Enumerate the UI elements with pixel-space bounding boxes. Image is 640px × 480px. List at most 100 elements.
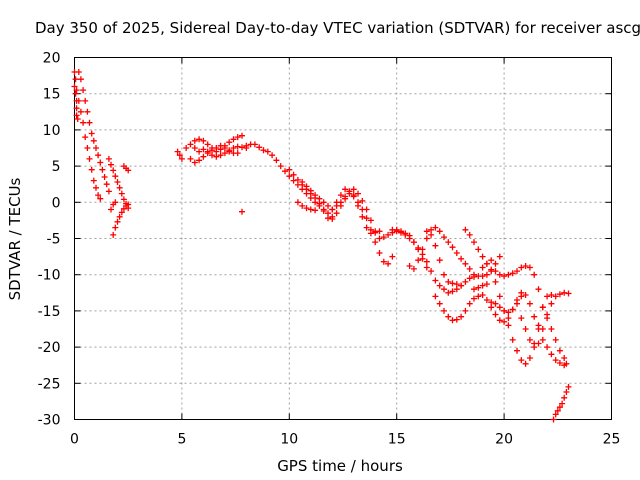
- data-point: [453, 281, 460, 288]
- data-point: [501, 273, 508, 280]
- data-point: [445, 289, 452, 296]
- data-point: [441, 234, 447, 241]
- data-point: [325, 202, 331, 209]
- data-point: [518, 293, 525, 300]
- series-trace-w: [471, 281, 490, 293]
- data-point: [342, 186, 349, 193]
- series-trace-j: [191, 143, 250, 160]
- data-point: [471, 273, 477, 280]
- data-point: [432, 293, 439, 300]
- data-point: [221, 150, 228, 157]
- data-point: [449, 244, 456, 251]
- series-trace-c: [75, 69, 112, 195]
- data-point: [95, 192, 102, 199]
- data-point: [226, 139, 233, 146]
- data-point: [333, 199, 340, 206]
- data-point: [72, 76, 79, 83]
- data-point: [445, 239, 452, 246]
- data-point: [488, 304, 495, 311]
- data-point: [88, 166, 95, 173]
- data-point: [522, 326, 529, 332]
- y-tick-label: 5: [52, 159, 61, 175]
- data-point: [559, 400, 566, 407]
- data-point: [466, 231, 473, 238]
- data-point: [286, 173, 293, 180]
- series-trace-d: [105, 155, 132, 212]
- data-point: [531, 313, 538, 320]
- y-tick-label: 10: [43, 123, 61, 139]
- data-point: [72, 90, 79, 97]
- data-point: [556, 347, 563, 354]
- data-point: [346, 188, 353, 195]
- y-tick-label: -25: [38, 376, 61, 392]
- x-tick-label: 20: [495, 432, 513, 448]
- data-point: [307, 206, 314, 213]
- data-point: [423, 258, 430, 265]
- data-point: [93, 184, 99, 191]
- data-point: [329, 206, 336, 213]
- data-point: [548, 292, 555, 298]
- data-point: [441, 271, 447, 278]
- data-point: [509, 306, 516, 313]
- data-point: [337, 192, 344, 199]
- series-trace-o: [299, 179, 465, 296]
- data-point: [187, 141, 194, 148]
- data-point: [514, 300, 520, 307]
- y-tick-label: -30: [38, 413, 61, 429]
- y-tick-label: 20: [43, 51, 61, 67]
- data-point: [294, 176, 301, 183]
- data-point: [99, 166, 106, 173]
- data-point: [359, 197, 366, 204]
- data-point: [514, 347, 520, 354]
- data-point: [290, 177, 297, 184]
- data-point: [196, 157, 203, 164]
- data-point: [299, 202, 306, 209]
- data-point: [303, 205, 310, 212]
- data-point: [419, 255, 426, 262]
- series-trace-s: [423, 228, 469, 289]
- data-point: [86, 119, 93, 126]
- y-tick-label: 15: [43, 87, 61, 103]
- data-point: [432, 242, 439, 249]
- data-point: [303, 183, 310, 190]
- data-point: [522, 292, 529, 298]
- data-point: [355, 202, 361, 209]
- data-point: [539, 336, 546, 343]
- data-point: [526, 336, 533, 343]
- data-point: [359, 213, 366, 220]
- data-point: [462, 226, 469, 233]
- data-point: [108, 206, 114, 213]
- data-point: [488, 257, 495, 264]
- data-point: [174, 148, 181, 155]
- data-point: [509, 270, 516, 277]
- data-point: [82, 97, 89, 104]
- data-point: [436, 300, 443, 307]
- data-point: [544, 293, 551, 300]
- series-trace-ab: [518, 289, 572, 351]
- data-point: [273, 157, 280, 164]
- data-point: [475, 246, 482, 253]
- data-point: [531, 344, 538, 351]
- x-axis-label: GPS time / hours: [277, 457, 403, 475]
- data-point: [535, 340, 542, 347]
- data-point: [449, 288, 456, 295]
- data-point: [550, 416, 557, 423]
- data-point: [342, 193, 349, 200]
- data-point: [449, 280, 456, 287]
- data-point: [505, 309, 512, 316]
- data-point: [97, 195, 104, 202]
- data-point: [380, 234, 387, 241]
- data-point: [196, 136, 203, 143]
- data-point: [191, 145, 198, 151]
- data-point: [423, 264, 430, 271]
- data-point: [385, 260, 392, 267]
- data-point: [282, 168, 288, 175]
- data-point: [548, 351, 555, 358]
- data-point: [183, 145, 190, 151]
- data-point: [110, 167, 117, 174]
- data-point: [120, 196, 127, 203]
- data-point: [350, 193, 357, 200]
- data-point: [105, 188, 112, 195]
- data-point: [462, 278, 469, 285]
